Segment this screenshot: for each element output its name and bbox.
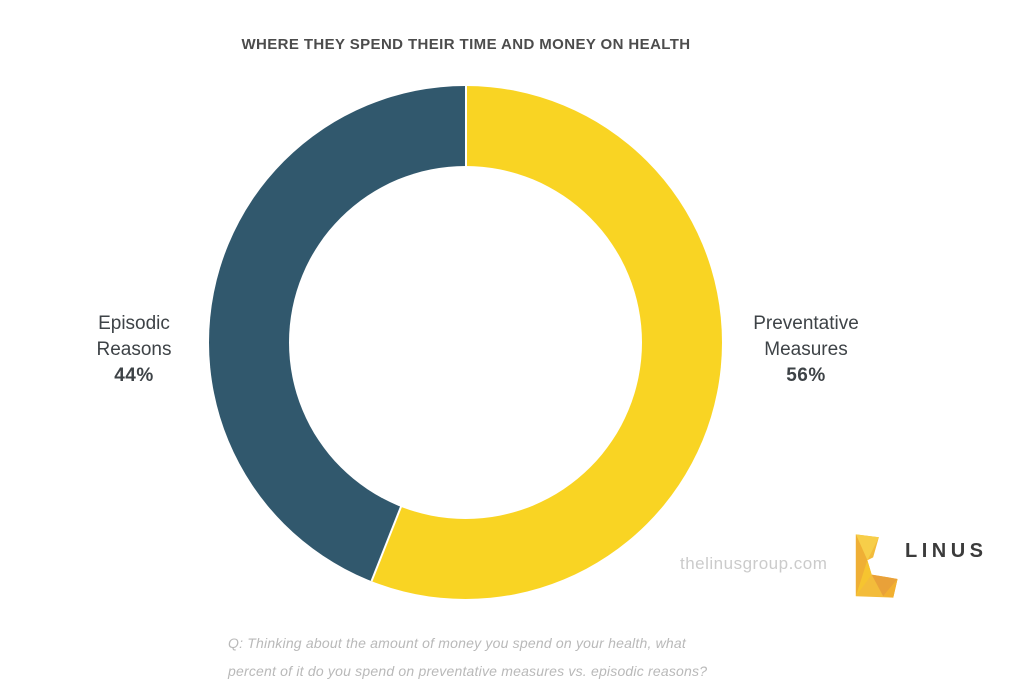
donut-hole [289,166,642,519]
label-preventative-line2: Measures [764,339,848,360]
linus-wordmark: LINUS [905,540,988,562]
branding-block: thelinusgroup.com LINUS [670,524,1024,614]
donut-chart [209,86,722,599]
label-preventative-line1: Preventative [753,313,859,334]
page-title: WHERE THEY SPEND THEIR TIME AND MONEY ON… [241,36,691,53]
label-preventative-measures: Preventative Measures 56% [726,311,886,389]
label-preventative-value: 56% [786,365,826,386]
label-episodic-reasons: Episodic Reasons 44% [54,311,214,389]
linus-logo-icon [855,534,898,598]
survey-question-line1: Q: Thinking about the amount of money yo… [228,635,686,651]
survey-question: Q: Thinking about the amount of money yo… [228,629,748,682]
website-url: thelinusgroup.com [680,554,828,573]
label-episodic-value: 44% [114,365,154,386]
survey-question-line2: percent of it do you spend on preventati… [228,663,708,679]
label-episodic-line1: Episodic [98,313,170,334]
label-episodic-line2: Reasons [96,339,172,360]
